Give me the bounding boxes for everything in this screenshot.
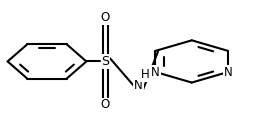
Text: O: O: [101, 98, 110, 111]
Text: N: N: [134, 79, 143, 92]
Text: H: H: [140, 68, 149, 81]
Text: S: S: [101, 55, 109, 68]
Text: N: N: [151, 66, 160, 78]
Text: N: N: [224, 66, 232, 78]
Text: O: O: [101, 11, 110, 24]
